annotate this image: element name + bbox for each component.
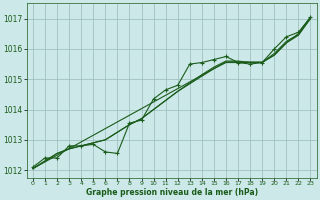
X-axis label: Graphe pression niveau de la mer (hPa): Graphe pression niveau de la mer (hPa) <box>86 188 258 197</box>
